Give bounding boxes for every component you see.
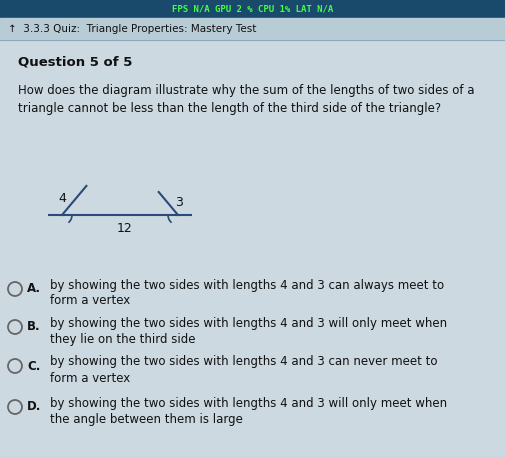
Text: the angle between them is large: the angle between them is large <box>50 413 242 425</box>
Text: B.: B. <box>27 320 40 334</box>
Text: by showing the two sides with lengths 4 and 3 will only meet when: by showing the two sides with lengths 4 … <box>50 397 446 409</box>
Text: form a vertex: form a vertex <box>50 372 130 384</box>
Text: FPS N/A GPU 2 % CPU 1% LAT N/A: FPS N/A GPU 2 % CPU 1% LAT N/A <box>172 5 333 14</box>
Bar <box>0 18 505 40</box>
Text: ↑  3.3.3 Quiz:  Triangle Properties: Mastery Test: ↑ 3.3.3 Quiz: Triangle Properties: Maste… <box>8 24 256 34</box>
Bar <box>0 0 505 18</box>
Text: 4: 4 <box>59 192 66 206</box>
Text: A.: A. <box>27 282 41 296</box>
Text: Question 5 of 5: Question 5 of 5 <box>18 55 132 69</box>
Text: form a vertex: form a vertex <box>50 294 130 308</box>
Text: they lie on the third side: they lie on the third side <box>50 333 195 345</box>
Text: by showing the two sides with lengths 4 and 3 can never meet to: by showing the two sides with lengths 4 … <box>50 356 437 368</box>
Text: by showing the two sides with lengths 4 and 3 will only meet when: by showing the two sides with lengths 4 … <box>50 317 446 329</box>
Text: D.: D. <box>27 400 41 414</box>
Text: C.: C. <box>27 360 40 372</box>
Text: by showing the two sides with lengths 4 and 3 can always meet to: by showing the two sides with lengths 4 … <box>50 278 443 292</box>
Text: 12: 12 <box>117 223 133 235</box>
Text: How does the diagram illustrate why the sum of the lengths of two sides of a
tri: How does the diagram illustrate why the … <box>18 84 474 115</box>
Text: 3: 3 <box>175 196 183 209</box>
